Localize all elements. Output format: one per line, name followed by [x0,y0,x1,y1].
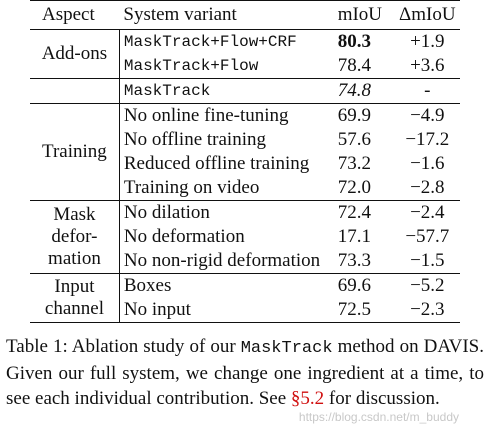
table-row: Input channel Boxes 69.6 −5.2 [30,273,460,323]
table-header-row: Aspect System variant mIoU ΔmIoU [30,1,460,30]
ablation-table-container: Aspect System variant mIoU ΔmIoU Add-ons… [30,0,460,323]
miou-cell: 72.4 [337,202,371,223]
miou-cell: 57.6 [337,129,371,150]
table-row: No input 72.5 −2.3 [30,298,460,323]
miou-cell: 17.1 [337,226,371,247]
variant-cell: Reduced offline training [123,153,310,174]
watermark: https://blog.csdn.net/m_buddy [298,410,459,424]
delta-cell: −2.8 [410,177,445,198]
variant-cell: No dilation [123,202,210,223]
table-row: No deformation 17.1 −57.7 [30,225,460,249]
variant-cell: No online fine-tuning [123,105,289,126]
miou-cell: 74.8 [337,80,371,101]
delta-cell: +3.6 [410,55,445,76]
miou-cell: 72.0 [337,177,371,198]
delta-cell: −1.5 [410,250,445,271]
aspect-line: mation [48,248,101,269]
delta-cell: −17.2 [405,129,450,150]
variant-cell: No non-rigid deformation [123,250,321,271]
table-row: Training No online fine-tuning 69.9 −4.9 [30,103,460,201]
delta-cell: −2.4 [410,202,445,223]
aspect-line: channel [44,298,104,319]
miou-cell: 72.5 [337,299,371,320]
aspect-line: defor- [51,226,98,247]
variant-cell: No deformation [123,226,245,247]
variant-cell: MaskTrack+Flow+CRF [123,33,297,51]
variant-cell: MaskTrack [123,82,211,100]
table-row: Reduced offline training 73.2 −1.6 [30,152,460,176]
aspect-line: Input [54,276,95,297]
miou-cell: 73.3 [337,250,371,271]
miou-cell: 69.6 [337,275,371,296]
caption-text-2: method on DAVIS. Given our full system, … [6,336,484,409]
miou-cell: 69.9 [337,105,371,126]
delta-cell: +1.9 [410,31,445,52]
delta-cell: −57.7 [405,226,450,247]
table-row: Mask defor- mation No dilation 72.4 −2.4 [30,200,460,274]
ablation-table: Aspect System variant mIoU ΔmIoU Add-ons… [30,0,460,323]
variant-cell: No input [123,299,191,320]
variant-cell: Training on video [123,177,260,198]
table-caption: Table 1: Ablation study of our MaskTrack… [6,334,484,411]
variant-cell: No offline training [123,129,266,150]
caption-method-name: MaskTrack [240,339,333,358]
header-aspect: Aspect [42,4,95,25]
header-miou: mIoU [337,4,383,25]
table-row: Add-ons MaskTrack+Flow+CRF 80.3 +1.9 [30,29,460,79]
aspect-base [30,78,120,104]
aspect-addons: Add-ons [30,29,120,79]
section-reference-link[interactable]: §5.2 [290,388,325,409]
delta-cell: −5.2 [410,275,445,296]
variant-cell: MaskTrack+Flow [123,57,259,75]
delta-cell: −4.9 [410,105,445,126]
delta-cell: - [424,80,431,101]
miou-cell: 78.4 [337,55,371,76]
table-row: MaskTrack 74.8 - [30,78,460,104]
aspect-mask-deformation: Mask defor- mation [30,200,120,274]
header-variant: System variant [123,4,237,25]
aspect-training: Training [30,103,120,201]
header-delta-miou: ΔmIoU [399,4,456,25]
caption-text-3: for discussion. [324,388,440,409]
aspect-line: Mask [53,204,96,225]
table-row: No non-rigid deformation 73.3 −1.5 [30,249,460,274]
table-row: MaskTrack+Flow 78.4 +3.6 [30,54,460,79]
delta-cell: −1.6 [410,153,445,174]
table-row: No offline training 57.6 −17.2 [30,128,460,152]
miou-cell: 73.2 [337,153,371,174]
aspect-input-channel: Input channel [30,273,120,323]
caption-text-1: Table 1: Ablation study of our [6,336,241,357]
table-row: Training on video 72.0 −2.8 [30,176,460,201]
miou-cell: 80.3 [337,31,371,52]
delta-cell: −2.3 [410,299,445,320]
variant-cell: Boxes [123,275,172,296]
